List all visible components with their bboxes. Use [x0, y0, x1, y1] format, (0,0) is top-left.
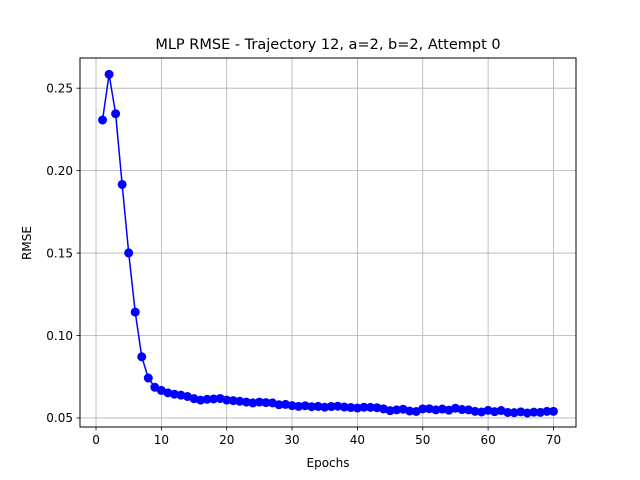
y-tick-label: 0.05	[46, 411, 73, 425]
data-point	[137, 352, 147, 362]
x-tick-label: 70	[546, 433, 561, 447]
data-point	[117, 179, 127, 189]
chart-title: MLP RMSE - Trajectory 12, a=2, b=2, Atte…	[155, 37, 500, 53]
x-tick-label: 40	[350, 433, 365, 447]
y-tick-label: 0.20	[46, 164, 73, 178]
y-tick-label: 0.10	[46, 329, 73, 343]
grid	[80, 58, 576, 427]
y-axis: 0.05 0.10 0.15 0.20 0.25	[46, 81, 80, 425]
x-tick-label: 10	[154, 433, 169, 447]
data-point	[98, 115, 108, 125]
x-tick-label: 30	[284, 433, 299, 447]
data-point	[111, 109, 121, 119]
markers	[98, 69, 558, 418]
data-point	[143, 373, 153, 383]
x-tick-label: 50	[415, 433, 430, 447]
y-tick-label: 0.15	[46, 246, 73, 260]
x-tick-label: 20	[219, 433, 234, 447]
x-tick-label: 60	[480, 433, 495, 447]
y-axis-title: RMSE	[20, 226, 34, 260]
plot-frame	[79, 57, 577, 428]
x-axis: 0 10 20 30 40 50 60 70	[92, 427, 561, 447]
data-point	[124, 248, 134, 258]
x-axis-title: Epochs	[307, 456, 350, 470]
data-point	[548, 406, 558, 416]
x-tick-label: 0	[92, 433, 100, 447]
data-point	[104, 69, 114, 79]
y-tick-label: 0.25	[46, 81, 73, 95]
data-point	[130, 307, 140, 317]
